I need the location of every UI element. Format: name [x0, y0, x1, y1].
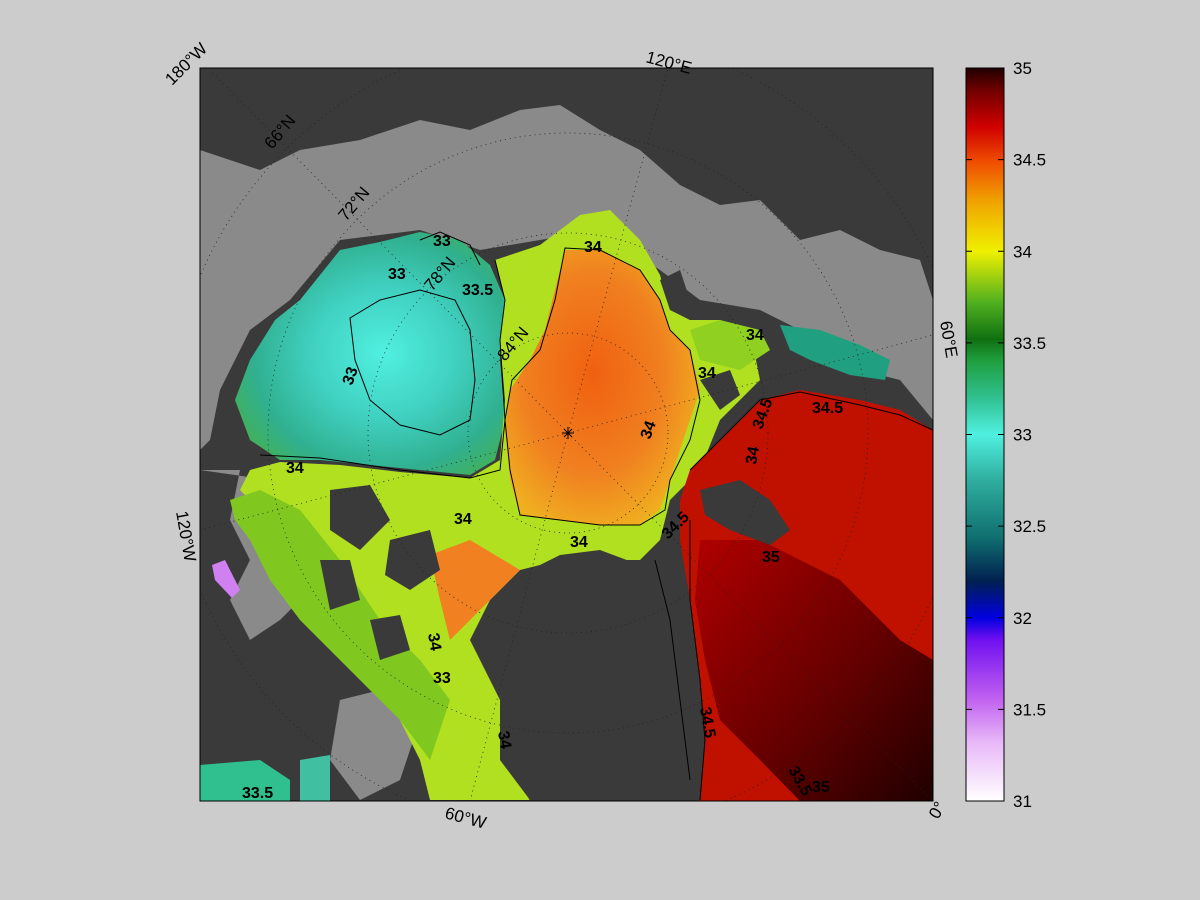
contour-label: 34	[638, 419, 660, 442]
contour-label: 33	[388, 266, 406, 283]
contour-34-greenland	[654, 559, 691, 781]
lon-label-0: 0°	[925, 798, 950, 822]
atlantic-deep	[695, 540, 933, 801]
contour-label: 33	[340, 365, 362, 388]
colorbar-tick-label: 31.5	[1013, 700, 1046, 719]
hudson-teal	[200, 760, 290, 801]
contour-label: 34	[584, 239, 602, 256]
lon-label-60w: 60°W	[443, 804, 488, 833]
severnaya-zemlya	[660, 270, 690, 310]
greenland	[495, 550, 700, 801]
lon-label-60e: 60°E	[936, 319, 961, 359]
contour-34	[504, 247, 701, 526]
contour-label: 34	[743, 445, 763, 466]
contour-label: 33	[433, 233, 451, 250]
colorbar-ticks: 35 34.5 34 33.5 33 32.5 32 31.5 31	[966, 59, 1046, 811]
contour-label: 34	[454, 511, 472, 528]
contour-label: 35	[812, 779, 830, 796]
contour-labels: 33 33 33 33.5 33.5 34 34 34 34 34 34 34 …	[242, 233, 843, 802]
colorbar-ramp	[965, 67, 1005, 802]
contour-label: 33	[433, 670, 451, 687]
contour-label: 34	[746, 327, 764, 344]
colorbar-tick-label: 35	[1013, 59, 1032, 78]
shelf-archipelago	[200, 470, 300, 640]
fresh-patch	[212, 560, 240, 598]
contour-33-north	[419, 231, 481, 266]
contour-label: 34	[494, 730, 514, 751]
contour-label: 34.5	[812, 400, 843, 417]
contour-label: 34.5	[696, 706, 718, 740]
continental-shelf	[200, 105, 933, 450]
island-2	[385, 530, 440, 590]
hudson-teal-2	[300, 755, 330, 801]
contour-34-5-west	[689, 520, 706, 801]
island-1	[330, 485, 390, 550]
colorbar-tick-label: 34.5	[1013, 151, 1046, 170]
contour-label: 33.5	[242, 785, 273, 802]
island-3	[320, 560, 360, 610]
colorbar-tick-label: 33.5	[1013, 334, 1046, 353]
franz-josef-land	[700, 370, 740, 410]
contours	[259, 231, 933, 801]
beaufort-gyre	[235, 232, 505, 475]
colorbar-tick-label: 33	[1013, 426, 1032, 445]
laptev-green	[690, 320, 770, 370]
lon-label-120w: 120°W	[172, 509, 200, 563]
contour-label: 34	[570, 534, 588, 551]
island-4	[370, 615, 410, 660]
colorbar-tick-label: 32.5	[1013, 517, 1046, 536]
contour-label: 35	[762, 549, 780, 566]
contour-label: 34	[286, 460, 304, 477]
colorbar-tick-label: 32	[1013, 609, 1032, 628]
map-area: 33 33 33 33.5 33.5 34 34 34 34 34 34 34 …	[200, 68, 933, 802]
colorbar-tick-label: 31	[1013, 792, 1032, 811]
nares-orange	[430, 540, 520, 640]
map-frame	[199, 67, 934, 802]
contour-33-5	[259, 259, 506, 479]
contour-34-5-east	[689, 391, 933, 471]
colorbar: 35 34.5 34 33.5 33 32.5 32 31.5 31	[965, 59, 1046, 811]
colorbar-tick-label: 34	[1013, 242, 1032, 261]
north-pole-marker	[562, 427, 574, 439]
archipelago-channels	[230, 490, 450, 760]
kara-shelf	[780, 325, 890, 380]
central-arctic	[505, 250, 700, 525]
contour-label: 34	[698, 365, 716, 382]
latitude-labels: 66°N 72°N 78°N 84°N	[261, 111, 533, 364]
graticule	[200, 68, 933, 801]
contour-label: 33.5	[462, 282, 493, 299]
svalbard	[700, 480, 790, 545]
contour-33	[349, 289, 476, 436]
contour-label: 34	[424, 632, 444, 653]
